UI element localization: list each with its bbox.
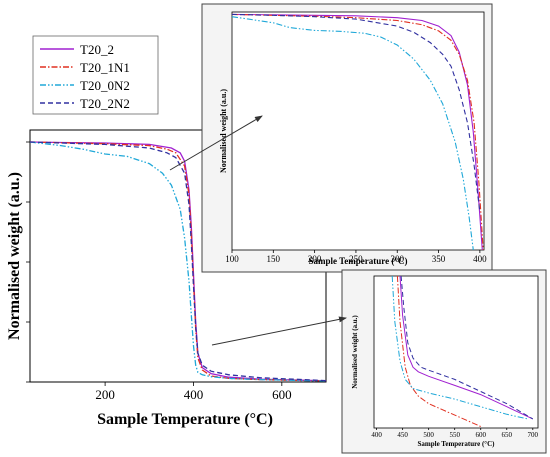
inset-bottom-x-tick-label: 600: [475, 431, 486, 439]
callout-arrow-top: [169, 115, 263, 171]
callout-arrow-bottom: [211, 316, 347, 346]
inset-bottom-series-group: [391, 275, 534, 427]
legend-label-t20-2: T20_2: [80, 42, 114, 57]
main-series-group: [29, 141, 327, 382]
legend-entries: T20_2 T20_1N1 T20_0N2 T20_2N2: [40, 42, 130, 111]
inset-bottom-x-tick-label: 550: [449, 431, 460, 439]
inset-bottom-x-axis-label: Sample Temperature (°C): [418, 440, 496, 448]
inset-top-x-tick-label: 350: [432, 254, 446, 264]
inset-top-series-t20-0n2: [231, 16, 474, 251]
inset-top-series-group: [231, 13, 484, 251]
inset-top-x-tick-label: 250: [349, 254, 363, 264]
main-x-axis-label: Sample Temperature (°C): [97, 411, 273, 428]
inset-top-x-axis-label: Sample Temperature (°C): [309, 256, 408, 266]
inset-top-x-tick-label: 150: [267, 254, 281, 264]
legend-label-t20-1n1: T20_1N1: [80, 60, 130, 75]
main-y-ticks: [26, 141, 30, 383]
inset-top-x-tick-label: 200: [308, 254, 322, 264]
main-y-axis-label: Normalised weight (a.u.): [6, 172, 23, 340]
inset-top-series-t20-2: [231, 13, 483, 251]
legend-label-t20-2n2: T20_2N2: [80, 96, 130, 111]
inset-top-x-tick-label: 400: [473, 254, 487, 264]
main-x-ticks: 200 400 600: [95, 382, 292, 402]
main-series-t20-2n2: [29, 141, 327, 382]
inset-bottom-x-ticks: 400 450 500 550 600 650 700: [371, 428, 539, 439]
inset-bottom-series-t20-2n2: [400, 275, 534, 420]
inset-top-x-ticks: 100 150 200 250 300 350 400: [225, 250, 487, 264]
inset-bottom: 400 450 500 550 600 650 700 Sample Temperature…: [341, 269, 547, 454]
inset-bottom-x-tick-label: 700: [528, 431, 539, 439]
inset-top-y-axis-label: Normalised weight (a.u.): [219, 89, 228, 173]
inset-top: 100 150 200 250 300 350 400 Sample Temperature…: [201, 3, 493, 273]
inset-bottom-series-t20-2: [399, 275, 534, 420]
main-x-tick-label: 200: [95, 387, 115, 402]
main-x-tick-label: 600: [272, 387, 292, 402]
inset-bottom-x-tick-label: 400: [371, 431, 382, 439]
inset-top-x-tick-label: 100: [225, 254, 239, 264]
inset-top-series-t20-2n2: [231, 13, 481, 213]
inset-top-plot-frame: [231, 11, 485, 251]
inset-bottom-y-axis-label: Normalised weight (a.u.): [351, 315, 359, 389]
legend: T20_2 T20_1N1 T20_0N2 T20_2N2: [32, 35, 159, 115]
inset-bottom-series-t20-0n2: [391, 275, 528, 420]
legend-label-t20-0n2: T20_0N2: [80, 78, 130, 93]
main-series-t20-0n2: [29, 141, 327, 382]
inset-bottom-x-tick-label: 650: [502, 431, 513, 439]
inset-bottom-x-tick-label: 450: [397, 431, 408, 439]
inset-top-x-tick-label: 300: [390, 254, 404, 264]
inset-bottom-x-tick-label: 500: [423, 431, 434, 439]
inset-bottom-series-t20-1n1: [396, 275, 481, 427]
main-x-tick-label: 400: [184, 387, 204, 402]
